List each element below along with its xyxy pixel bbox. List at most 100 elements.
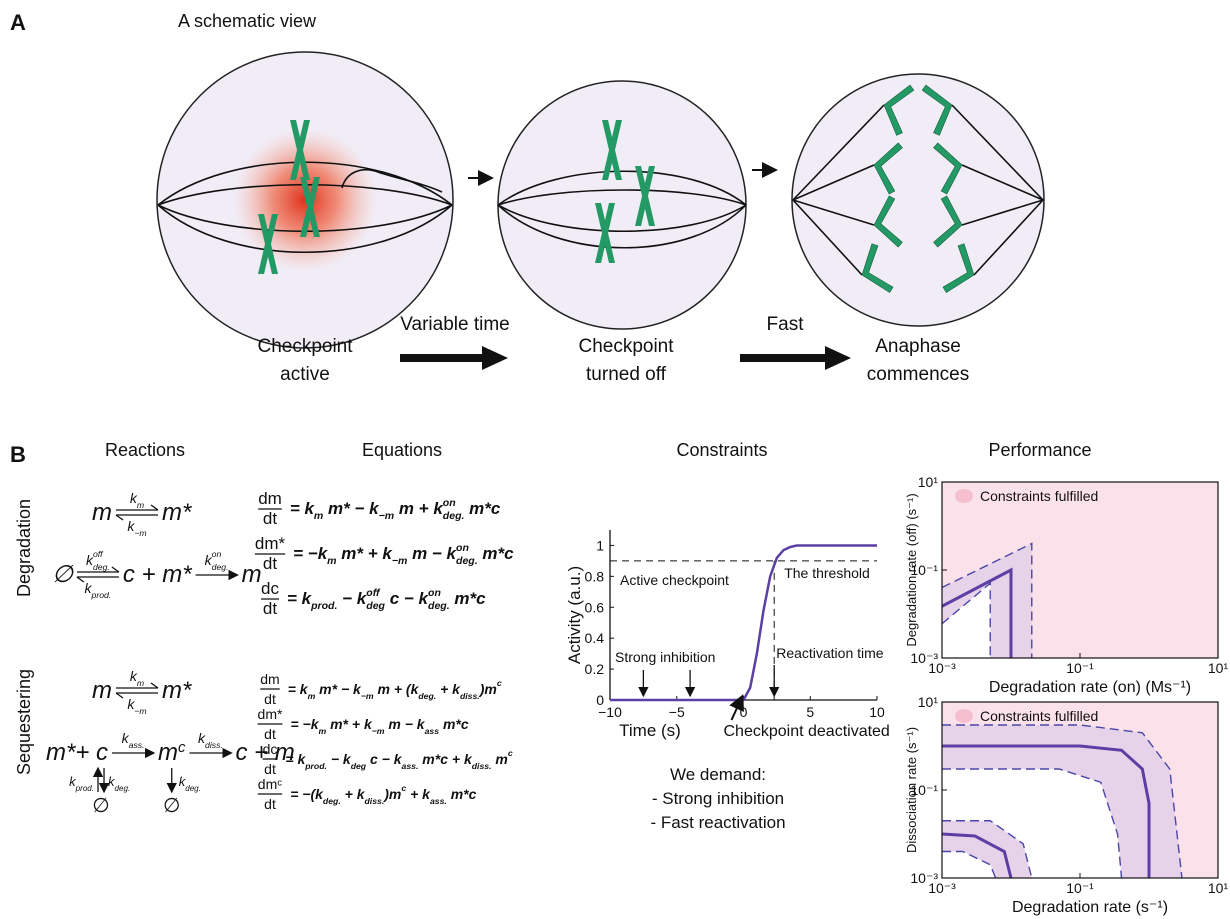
label: = −km m* + k−m m − kdeg.on m*c xyxy=(293,542,514,567)
y-tick-label: 10¹ xyxy=(918,474,939,490)
subscript: deg. xyxy=(323,796,341,806)
numerator: dm* xyxy=(255,534,286,553)
x-tick-label: 5 xyxy=(806,704,814,720)
species: m* xyxy=(162,499,192,526)
superscript: on xyxy=(212,549,222,559)
x-axis-label: Time (s) xyxy=(619,721,681,740)
y-tick-label: 1 xyxy=(596,537,604,553)
superscript: c xyxy=(178,740,186,756)
subscript: deg. xyxy=(456,555,478,567)
label: kprod. xyxy=(69,774,94,793)
superscript: c xyxy=(508,748,513,758)
token: m*c xyxy=(439,716,469,732)
subscript: diss. xyxy=(460,691,480,701)
numerator: dm xyxy=(258,489,282,508)
token: m + k xyxy=(394,499,444,518)
subscript: −m xyxy=(392,555,408,567)
species: m xyxy=(92,677,112,704)
species: m xyxy=(92,499,112,526)
demand: - Strong inhibition xyxy=(652,789,784,808)
annotation: The threshold xyxy=(784,565,870,581)
y-tick-label: 0.6 xyxy=(585,599,605,615)
column-header: Equations xyxy=(362,440,442,460)
label: = −(kdeg. + kdiss.)mc + kass. m*c xyxy=(290,783,476,806)
subscript: deg xyxy=(351,761,367,771)
panel-label: B xyxy=(10,442,26,467)
species: m*+ c xyxy=(46,739,108,766)
subscript: deg. xyxy=(428,600,450,612)
token: + k xyxy=(436,681,461,697)
token: = −(k xyxy=(290,786,324,802)
label: km xyxy=(130,490,144,510)
token: = −k xyxy=(290,716,319,732)
subscript: −m xyxy=(134,528,146,538)
x-tick-label: 10⁻¹ xyxy=(1066,880,1094,896)
subscript: −m xyxy=(372,726,385,736)
label: kprod. xyxy=(85,580,112,600)
stage: turned off xyxy=(586,364,667,385)
column-header: Performance xyxy=(988,440,1091,460)
token: = −k xyxy=(293,544,329,563)
subscript: prod. xyxy=(304,761,327,771)
token: + k xyxy=(406,786,431,802)
arrow xyxy=(151,683,158,688)
token: − k xyxy=(327,751,352,767)
token: = k xyxy=(285,751,306,767)
arrow xyxy=(112,567,119,572)
y-tick-label: 0.4 xyxy=(585,630,605,646)
arrow xyxy=(116,515,123,520)
transition: Fast xyxy=(767,314,805,335)
y-tick-label: 10¹ xyxy=(918,694,939,710)
label: = km m* − k−m m + kdeg.on m*c xyxy=(290,497,501,522)
token: m*c + k xyxy=(418,751,473,767)
superscript: c xyxy=(497,678,502,688)
subscript: ass. xyxy=(402,761,419,771)
species: ∅ xyxy=(52,561,74,588)
token: m*c xyxy=(478,544,514,563)
label: = km m* − k−m m + (kdeg. + kdiss.)mc xyxy=(288,678,502,701)
stage: commences xyxy=(867,364,969,385)
token: + k xyxy=(341,786,366,802)
subscript: −m xyxy=(361,691,374,701)
species: mc xyxy=(158,739,186,766)
token: )m xyxy=(478,681,497,697)
subscript: prod. xyxy=(91,590,112,600)
superscript: off xyxy=(93,549,104,559)
subscript: deg. xyxy=(185,784,201,793)
token: c − k xyxy=(385,589,430,608)
arrow xyxy=(116,693,123,698)
cell xyxy=(498,81,746,329)
column-header: Constraints xyxy=(676,440,767,460)
subscript: −m xyxy=(134,706,146,716)
numerator: dm xyxy=(260,671,279,687)
y-tick-label: 0.8 xyxy=(585,568,605,584)
annotation: Strong inhibition xyxy=(615,649,715,665)
x-tick-label: 10⁻¹ xyxy=(1066,660,1094,676)
denominator: dt xyxy=(263,509,277,528)
y-axis-label: Dissociation rate (s⁻¹) xyxy=(904,727,919,853)
y-axis-label: Degradation rate (off) (s⁻¹) xyxy=(904,493,919,646)
token: m*c xyxy=(450,589,486,608)
label: kdeg. xyxy=(108,774,130,793)
token: m* − k xyxy=(315,681,362,697)
demands-title: We demand: xyxy=(670,765,766,784)
row-label: Sequestering xyxy=(14,669,34,775)
species: m xyxy=(242,561,262,588)
x-tick-label: 10¹ xyxy=(1208,660,1229,676)
numerator: dc xyxy=(261,579,279,598)
species: ∅ xyxy=(163,795,180,817)
subscript: deg. xyxy=(93,562,110,572)
subscript: ass xyxy=(425,726,440,736)
subscript: prod. xyxy=(310,600,337,612)
demand: - Fast reactivation xyxy=(650,813,785,832)
cell xyxy=(792,74,1044,326)
denominator: dt xyxy=(264,761,276,777)
numerator: dc xyxy=(263,741,278,757)
subscript: deg. xyxy=(443,510,465,522)
subscript: deg xyxy=(366,600,385,612)
superscript: on xyxy=(428,587,441,599)
thick-arrow xyxy=(400,346,508,370)
token: m xyxy=(492,751,508,767)
token: m + (k xyxy=(374,681,420,697)
subscript: deg. xyxy=(418,691,436,701)
